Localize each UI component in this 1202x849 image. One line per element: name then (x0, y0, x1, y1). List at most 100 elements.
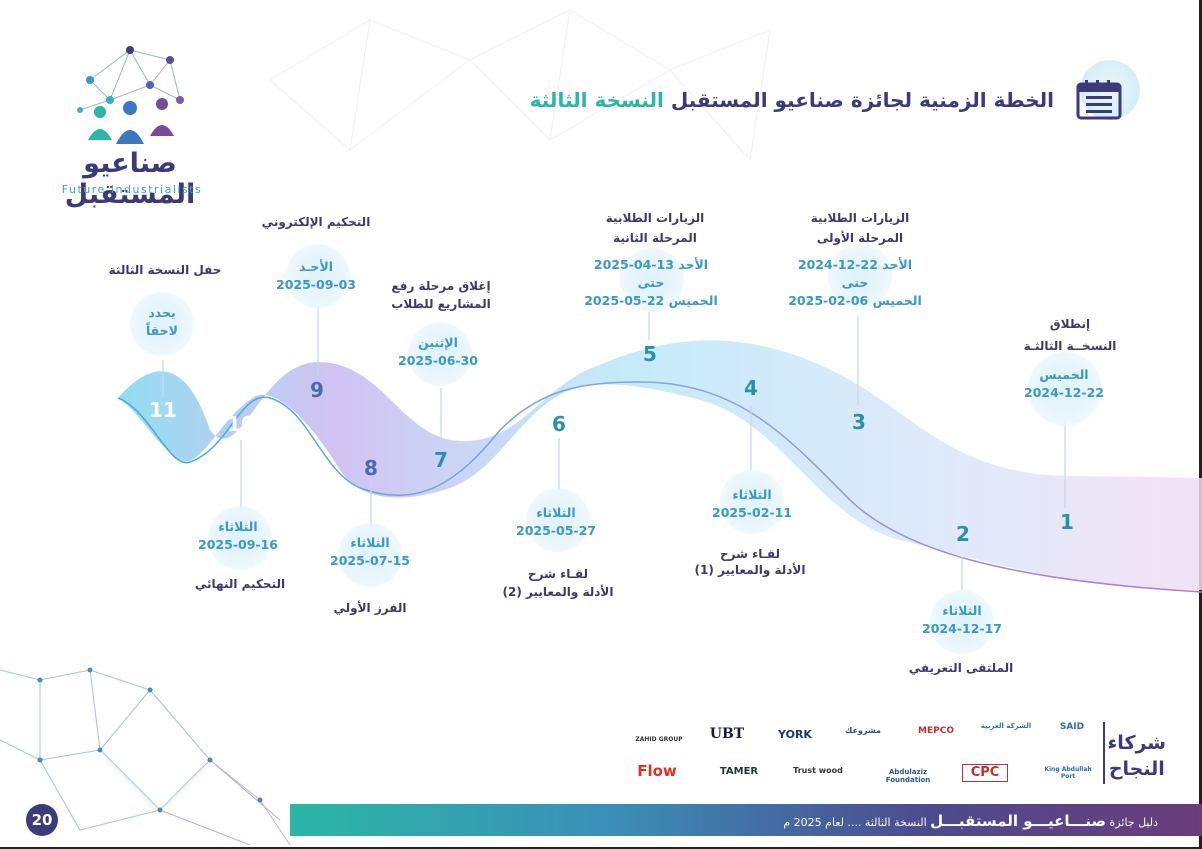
logo-arabic-text: صناعيو المستقبل (64, 148, 196, 210)
milestone-4-date-value: 2025-02-11 (712, 505, 792, 520)
milestone-3-start: الأحد 22-12-2024 (797, 257, 913, 272)
milestone-11-number: 11 (149, 398, 177, 422)
milestone-1-number: 1 (1060, 510, 1074, 534)
milestone-1-title-line1: إنطلاق (1049, 317, 1091, 331)
milestone-6-number: 6 (552, 412, 566, 436)
milestone-3-title-line1: الزيارات الطلابية (810, 211, 910, 225)
milestone-10-bubble (208, 506, 272, 570)
footer-suffix: النسخة الثالثة .... لعام 2025 م (783, 816, 927, 829)
milestone-6-day: الثلاثاء (536, 505, 576, 520)
milestone-10-number: 10 (227, 412, 255, 436)
partner-logo-cpc: CPC (962, 764, 1008, 782)
milestone-8-date-value: 2025-07-15 (330, 553, 410, 568)
page-title-main: الخطة الزمنية لجائزة صناعيو المستقبل (670, 88, 1054, 112)
milestone-7-title-line2: المشاريع للطلاب (391, 297, 491, 311)
milestone-5-start: الأحد 13-04-2025 (593, 257, 709, 272)
partner-logo-king-abdullah-port: King Abdullah Port (1044, 766, 1092, 780)
milestone-7-date: الإثنين 2025-06-30 (388, 334, 488, 370)
milestone-7-bubble (408, 322, 472, 386)
milestone-8-title: الفرز الأولي (333, 601, 407, 615)
partners-heading-line2: النجاح (1108, 758, 1165, 780)
milestone-5-title-line2: المرحلة الثانية (613, 231, 697, 245)
milestone-6-title: لقـاء شرح الأدلة والمعايير (2) (488, 566, 628, 600)
milestone-10-title: التحكيم النهائي (194, 577, 286, 591)
milestone-8-number: 8 (364, 456, 378, 480)
milestone-4-title-line2: الأدلة والمعايير (1) (694, 563, 806, 577)
milestone-10-date: الثلاثاء 2025-09-16 (188, 518, 288, 554)
partner-logo-trust-wood: Trust wood (793, 766, 843, 775)
milestone-5-title-line1: الزيارات الطلابية (605, 211, 705, 225)
milestone-3-date: الأحد 22-12-2024 حتى الخميس 06-02-2025 (780, 256, 930, 310)
milestone-3-until: حتى (841, 275, 869, 290)
frame-right-edge (1199, 0, 1202, 849)
milestone-3-title-line2: المرحلة الأولى (816, 231, 904, 245)
milestone-10-day: الثلاثاء (218, 519, 258, 534)
milestone-1-title-line2: النسخــة الثالثـة (1023, 339, 1117, 353)
milestone-4-title-line1: لقـاء شرح (720, 547, 780, 561)
milestone-5-end: الخميس 22-05-2025 (584, 293, 718, 308)
milestone-6-date: الثلاثاء 2025-05-27 (506, 504, 606, 540)
milestone-3-bubble (828, 244, 892, 308)
milestone-1-date-value: 2024-12-22 (1024, 385, 1104, 400)
milestone-9-title: التحكيم الإلكتروني (261, 215, 371, 229)
milestone-5-bubble (620, 248, 684, 312)
milestone-3-title: الزيارات الطلابية المرحلة الأولى (800, 210, 920, 246)
milestone-4-title: لقـاء شرح الأدلة والمعايير (1) (680, 546, 820, 578)
milestone-2-day: الثلاثاء (942, 603, 982, 618)
milestone-8-day: الثلاثاء (350, 535, 390, 550)
partners-heading-line1: شركاء (1107, 732, 1166, 754)
milestone-2-date-value: 2024-12-17 (922, 621, 1002, 636)
milestone-6-bubble (526, 488, 590, 552)
milestone-5-until: حتى (637, 275, 665, 290)
partner-logo-mepco: MEPCO (918, 726, 954, 736)
partner-logo-abdulaziz-foundation: Abdulaziz Foundation (885, 768, 931, 784)
milestone-7-title-line1: إغلاق مرحلة رفع (391, 279, 491, 293)
milestone-9-day: الأحـد (298, 259, 334, 274)
milestone-2-date: الثلاثاء 2024-12-17 (912, 602, 1012, 638)
partners-heading: شركاء النجاح (1108, 730, 1166, 782)
milestone-3-number: 3 (852, 410, 866, 434)
milestone-9-bubble (286, 244, 350, 308)
milestone-4-number: 4 (744, 376, 758, 400)
page-title-highlight: النسخة الثالثة (529, 88, 664, 112)
calendar-icon (1076, 80, 1122, 120)
milestone-8-bubble (338, 523, 402, 587)
partner-logo-zahid: ZAHID GROUP (635, 736, 683, 743)
milestone-10-date-value: 2025-09-16 (198, 537, 278, 552)
milestone-4-date: الثلاثاء 2025-02-11 (702, 486, 802, 522)
bottom-network-pattern (0, 667, 291, 846)
milestone-5-date: الأحد 13-04-2025 حتى الخميس 22-05-2025 (576, 256, 726, 310)
partner-logo-flow: Flow (637, 762, 677, 780)
milestone-11-title: حفل النسخة الثالثة (108, 263, 222, 277)
milestone-2-bubble (930, 590, 994, 654)
partner-logo-arabic-company: الشركة العربية (980, 722, 1032, 730)
background-network-pattern (269, 9, 771, 161)
milestone-7-date-value: 2025-06-30 (398, 353, 478, 368)
footer-name: صنـــاعيـــو المستقبـــل (930, 812, 1107, 830)
partner-logo-york: YORK (778, 728, 812, 741)
page-title: الخطة الزمنية لجائزة صناعيو المستقبل الن… (530, 88, 1054, 112)
footer-prefix: دليل جائزة (1109, 816, 1158, 829)
milestone-9-date-value: 2025-09-03 (276, 277, 356, 292)
partner-logo-tamer: TAMER (719, 766, 759, 777)
milestone-7-title: إغلاق مرحلة رفع المشاريع للطلاب (376, 278, 506, 312)
timeline-ribbon (117, 306, 1202, 593)
milestone-6-title-line2: الأدلة والمعايير (2) (502, 585, 614, 599)
partner-logo-mashrooak: مشروعك (845, 726, 881, 735)
partner-logo-ubt: UBT (709, 726, 745, 742)
milestone-2-number: 2 (956, 522, 970, 546)
milestone-11-date: يحدد لاحقاً (112, 304, 212, 340)
milestone-2-title: الملتقى التعريفي (908, 661, 1014, 675)
milestone-6-date-value: 2025-05-27 (516, 523, 596, 538)
milestone-1-day: الخميس (1039, 367, 1089, 382)
page-number: 20 (26, 804, 58, 836)
partner-logo-said: SAID (1059, 722, 1085, 732)
milestone-1-bubble (1028, 352, 1102, 426)
milestone-9-number: 9 (310, 378, 324, 402)
milestone-7-number: 7 (434, 448, 448, 472)
footer-bar (290, 804, 1202, 836)
milestone-11-bubble (130, 292, 194, 356)
milestone-6-title-line1: لقـاء شرح (528, 567, 588, 581)
milestone-4-day: الثلاثاء (732, 487, 772, 502)
milestone-3-end: الخميس 06-02-2025 (788, 293, 922, 308)
